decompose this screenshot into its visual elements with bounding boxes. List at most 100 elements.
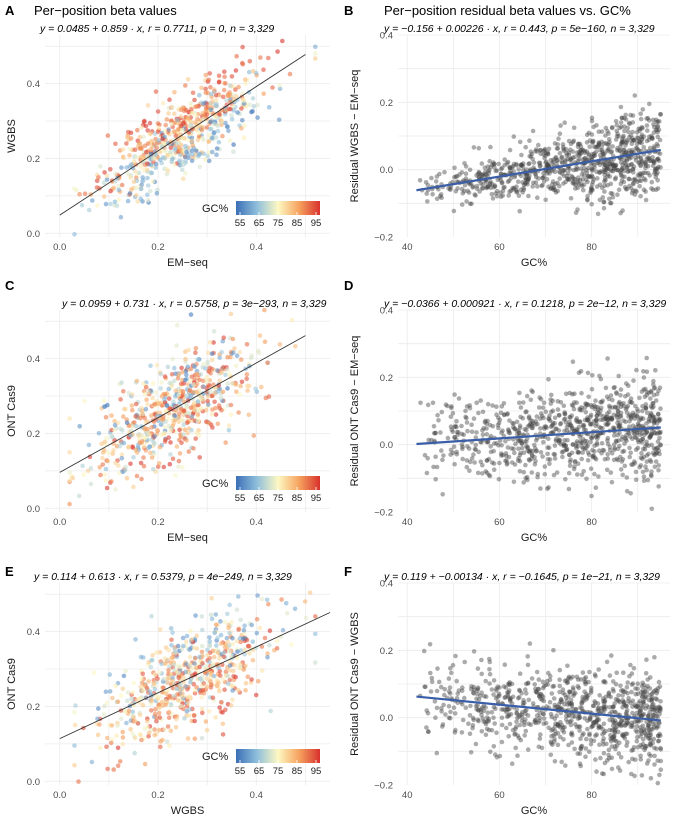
data-point <box>482 169 488 175</box>
data-point <box>524 691 529 696</box>
data-point <box>194 371 200 377</box>
legend-tick-label: 85 <box>292 218 303 229</box>
data-point <box>226 93 231 98</box>
data-point <box>577 407 583 413</box>
data-point <box>462 659 468 665</box>
data-point <box>601 199 607 204</box>
regression-equation: y = 0.114 + 0.613 · x, r = 0.5379, p = 4… <box>33 571 292 583</box>
data-point <box>162 431 167 436</box>
data-point <box>155 187 160 193</box>
data-point <box>628 185 634 191</box>
data-point <box>193 148 199 154</box>
data-point <box>614 413 620 418</box>
data-point <box>140 671 145 677</box>
data-point <box>649 697 655 703</box>
gc-legend: GC%55 65 75 85 95 <box>202 749 321 777</box>
data-point <box>582 446 588 452</box>
data-point <box>615 167 621 173</box>
data-point <box>148 450 153 456</box>
data-point <box>67 478 72 483</box>
data-point <box>542 471 548 477</box>
data-point <box>623 435 628 441</box>
data-point <box>148 131 153 136</box>
data-point <box>578 144 584 149</box>
data-point <box>77 191 82 197</box>
data-point <box>163 419 169 424</box>
data-point <box>543 682 548 688</box>
data-point <box>232 346 237 351</box>
data-point <box>609 653 614 658</box>
data-point <box>463 164 469 169</box>
data-point <box>630 181 636 187</box>
data-point <box>556 438 561 444</box>
data-point <box>568 457 573 463</box>
data-point <box>172 111 177 117</box>
data-point <box>517 722 523 728</box>
data-point <box>586 749 592 754</box>
data-point <box>631 137 636 143</box>
data-point <box>649 506 655 512</box>
data-point <box>571 138 577 144</box>
data-point <box>100 462 106 467</box>
data-point <box>527 173 532 178</box>
data-point <box>502 162 508 168</box>
data-point <box>142 761 148 767</box>
data-point <box>175 117 180 123</box>
data-point <box>184 633 190 639</box>
data-point <box>557 170 563 175</box>
panel-letter: C <box>5 278 15 293</box>
data-point <box>184 438 189 443</box>
data-point <box>104 173 110 179</box>
regression-equation: y = 0.0959 + 0.731 · x, r = 0.5758, p = … <box>61 298 327 310</box>
data-point <box>466 190 472 195</box>
data-point <box>196 153 201 159</box>
data-point <box>178 113 184 119</box>
data-point <box>484 180 489 185</box>
x-axis-title: GC% <box>521 257 548 269</box>
data-point <box>569 740 575 745</box>
data-point <box>159 380 164 385</box>
data-point <box>480 172 486 178</box>
data-point <box>536 142 541 148</box>
data-point <box>182 154 188 160</box>
data-point <box>655 129 660 135</box>
data-point <box>517 468 523 474</box>
data-point <box>545 150 551 155</box>
data-point <box>489 727 495 733</box>
data-point <box>155 428 160 433</box>
data-point <box>508 176 514 181</box>
data-point <box>581 187 586 193</box>
data-point <box>223 372 228 378</box>
data-point <box>602 165 607 170</box>
data-point <box>234 607 240 612</box>
data-point <box>149 437 154 442</box>
data-point <box>171 662 177 668</box>
data-point <box>542 148 547 153</box>
data-point <box>459 202 465 207</box>
data-point <box>581 423 587 428</box>
data-point <box>639 134 644 140</box>
data-point <box>549 691 555 696</box>
data-point <box>644 703 650 708</box>
data-point <box>254 616 260 622</box>
data-point <box>491 467 497 473</box>
data-point <box>517 694 522 700</box>
data-point <box>134 424 139 429</box>
data-point <box>652 171 657 176</box>
data-point <box>613 137 619 142</box>
data-point <box>608 167 613 172</box>
data-point <box>494 688 499 693</box>
data-point <box>253 386 258 392</box>
data-point <box>192 120 198 125</box>
data-point <box>313 614 318 619</box>
data-point <box>217 705 222 710</box>
data-point <box>591 153 597 159</box>
data-point <box>608 733 613 738</box>
data-point <box>597 141 602 146</box>
data-point <box>468 750 474 755</box>
data-point <box>630 136 635 141</box>
data-point <box>185 736 191 741</box>
data-point <box>606 137 612 142</box>
data-point <box>244 637 250 643</box>
data-point <box>654 157 660 162</box>
